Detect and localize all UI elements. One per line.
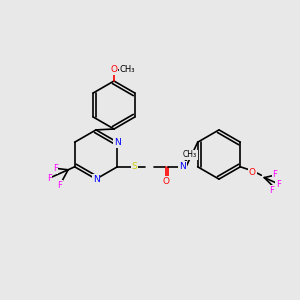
Text: O: O	[249, 168, 256, 177]
Text: F: F	[53, 164, 58, 173]
Text: O: O	[162, 177, 169, 186]
Text: O: O	[110, 65, 118, 74]
Text: F: F	[47, 174, 52, 183]
Text: N: N	[93, 175, 99, 184]
Text: CH₃: CH₃	[120, 65, 135, 74]
Text: S: S	[132, 162, 138, 171]
Text: N: N	[114, 138, 121, 147]
Text: F: F	[272, 170, 277, 179]
Text: F: F	[276, 180, 281, 189]
Text: N: N	[179, 162, 186, 171]
Text: CH₃: CH₃	[183, 150, 197, 159]
Text: F: F	[57, 181, 62, 190]
Text: F: F	[269, 186, 274, 195]
